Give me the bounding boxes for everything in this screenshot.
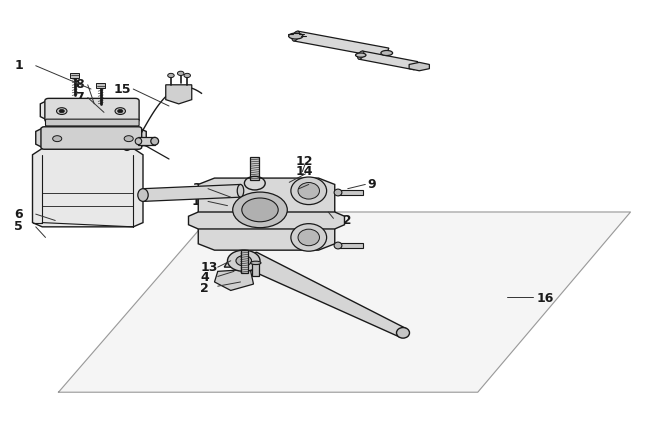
Ellipse shape <box>381 50 393 56</box>
Circle shape <box>124 136 133 142</box>
Ellipse shape <box>334 242 342 249</box>
Circle shape <box>184 73 190 78</box>
Ellipse shape <box>298 229 320 246</box>
Ellipse shape <box>291 177 326 204</box>
Polygon shape <box>36 127 146 148</box>
Text: 14: 14 <box>296 165 313 178</box>
Bar <box>240 250 248 273</box>
Text: 9: 9 <box>367 178 376 191</box>
Polygon shape <box>224 252 406 337</box>
Circle shape <box>233 192 287 228</box>
Polygon shape <box>166 85 192 104</box>
Bar <box>338 243 363 248</box>
Ellipse shape <box>298 182 320 199</box>
Circle shape <box>242 198 278 222</box>
Polygon shape <box>143 184 240 201</box>
Polygon shape <box>409 62 430 71</box>
Text: 4: 4 <box>200 271 209 284</box>
Text: 3: 3 <box>192 182 200 195</box>
Bar <box>96 83 105 88</box>
Ellipse shape <box>251 261 261 265</box>
FancyBboxPatch shape <box>46 119 139 126</box>
Polygon shape <box>359 51 418 70</box>
Circle shape <box>236 256 252 266</box>
Text: 8: 8 <box>75 78 83 91</box>
Text: 12: 12 <box>335 214 352 227</box>
Bar <box>138 137 155 145</box>
Text: 10: 10 <box>192 195 209 208</box>
Ellipse shape <box>237 184 244 197</box>
Polygon shape <box>198 178 335 250</box>
Circle shape <box>115 108 125 114</box>
Polygon shape <box>188 212 344 229</box>
Text: 13: 13 <box>200 261 218 273</box>
Ellipse shape <box>358 51 364 59</box>
Text: 1: 1 <box>14 59 23 72</box>
Ellipse shape <box>356 53 366 57</box>
Ellipse shape <box>291 224 326 251</box>
Circle shape <box>227 250 260 271</box>
Bar <box>70 73 79 78</box>
Ellipse shape <box>292 31 300 41</box>
FancyBboxPatch shape <box>45 98 139 122</box>
Circle shape <box>59 109 64 113</box>
Text: 6: 6 <box>14 208 23 220</box>
Text: 5: 5 <box>14 220 23 233</box>
Polygon shape <box>58 212 630 392</box>
Text: 11: 11 <box>296 178 313 191</box>
Circle shape <box>118 109 123 113</box>
Bar <box>250 157 259 180</box>
Ellipse shape <box>396 327 410 338</box>
FancyBboxPatch shape <box>41 127 142 149</box>
Text: 12: 12 <box>296 155 313 167</box>
Circle shape <box>177 71 184 75</box>
Polygon shape <box>214 269 254 290</box>
Polygon shape <box>294 31 389 58</box>
Text: 15: 15 <box>114 83 131 95</box>
Ellipse shape <box>289 33 303 39</box>
Ellipse shape <box>334 189 342 196</box>
Ellipse shape <box>151 137 159 145</box>
Bar <box>252 263 259 276</box>
Ellipse shape <box>138 138 155 146</box>
Polygon shape <box>40 100 136 121</box>
Circle shape <box>57 108 67 114</box>
Text: 2: 2 <box>200 282 209 295</box>
Circle shape <box>53 136 62 142</box>
Text: 16: 16 <box>536 293 554 305</box>
Bar <box>338 190 363 195</box>
Ellipse shape <box>138 189 148 201</box>
Text: 7: 7 <box>75 91 83 104</box>
Ellipse shape <box>135 138 142 145</box>
Circle shape <box>168 73 174 78</box>
Polygon shape <box>32 148 143 227</box>
